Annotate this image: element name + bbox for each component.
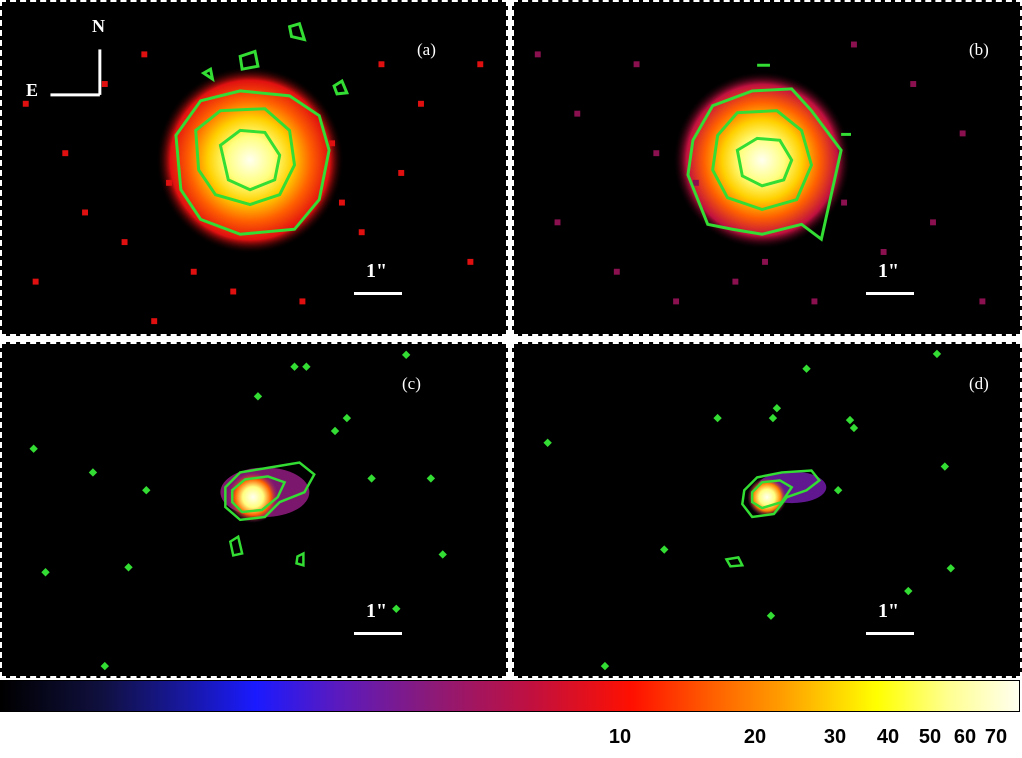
compass-east-label: E bbox=[26, 80, 39, 100]
scale-bar bbox=[866, 292, 914, 295]
compass-north-label: N bbox=[92, 16, 105, 36]
image-panel-a: N E (a) 1" bbox=[0, 0, 508, 336]
colorbar-tick-label: 50 bbox=[918, 726, 942, 748]
source-glow bbox=[673, 71, 851, 250]
panel-label: (d) bbox=[969, 374, 989, 393]
contours bbox=[224, 461, 316, 567]
image-panel-c: (c) 1" bbox=[0, 342, 508, 678]
colorbar-tick-label: 20 bbox=[743, 726, 767, 748]
colorbar-tick-label: 10 bbox=[608, 726, 632, 748]
panel-label: (a) bbox=[417, 40, 436, 59]
scale-bar bbox=[354, 632, 402, 635]
colorbar-tick-label: 60 bbox=[953, 726, 977, 748]
scale-bar bbox=[866, 632, 914, 635]
scale-label: 1" bbox=[366, 260, 388, 282]
colorbar-tick-label: 30 bbox=[823, 726, 847, 748]
panel-d-image bbox=[543, 349, 955, 671]
contours bbox=[174, 21, 350, 236]
scale-bar bbox=[354, 292, 402, 295]
panel-b-image bbox=[534, 41, 986, 305]
scale-label: 1" bbox=[878, 600, 900, 622]
colorbar bbox=[0, 680, 1020, 712]
source-glow bbox=[156, 66, 344, 254]
scale-label: 1" bbox=[366, 600, 388, 622]
noise-pixels bbox=[534, 41, 986, 305]
contours bbox=[724, 469, 822, 568]
scale-label: 1" bbox=[878, 260, 900, 282]
image-panel-d: (d) 1" bbox=[512, 342, 1022, 678]
panel-a-image bbox=[22, 21, 484, 325]
compass-arrows bbox=[50, 49, 102, 97]
noise-pixels bbox=[22, 51, 484, 325]
panel-label: (b) bbox=[969, 40, 989, 59]
image-panel-b: (b) 1" bbox=[512, 0, 1022, 336]
colorbar-tick-label: 70 bbox=[984, 726, 1008, 748]
panel-label: (c) bbox=[402, 374, 421, 393]
colorbar-tick-label: 40 bbox=[876, 726, 900, 748]
panel-c-image bbox=[29, 350, 447, 671]
contours bbox=[686, 63, 851, 242]
